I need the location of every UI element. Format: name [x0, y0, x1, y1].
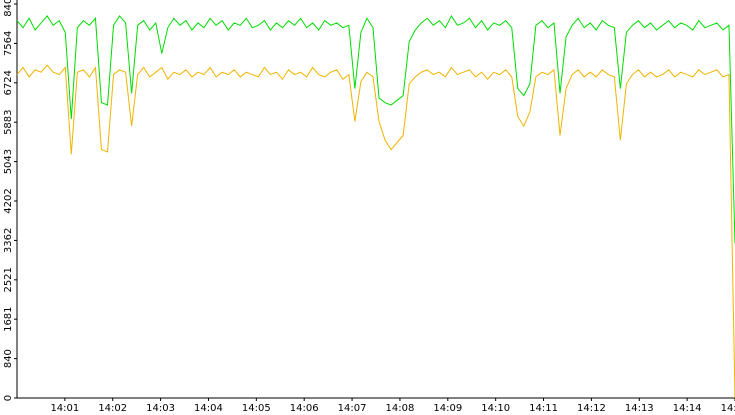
- x-tick-label: 14:10: [481, 403, 510, 414]
- y-tick-label: 7564: [3, 31, 14, 56]
- x-tick-label: 14:04: [194, 403, 223, 414]
- x-tick-label: 14:05: [242, 403, 271, 414]
- x-tick-label: 14:11: [529, 403, 558, 414]
- y-tick-label: 1681: [3, 306, 14, 331]
- x-tick-label: 14:08: [386, 403, 415, 414]
- y-tick-label: 3362: [3, 228, 14, 253]
- x-tick-label: 14:02: [98, 403, 127, 414]
- y-tick-label: 840: [3, 349, 14, 368]
- y-tick-label: 5883: [3, 109, 14, 134]
- x-tick-label: 14:07: [338, 403, 367, 414]
- series-line: [16, 64, 735, 399]
- y-tick-label: 2521: [3, 267, 14, 292]
- x-tick-label: 14:03: [146, 403, 175, 414]
- y-tick-label: 8405: [3, 0, 14, 17]
- x-tick-label: 14:15: [721, 403, 735, 414]
- x-tick-label: 14:12: [577, 403, 606, 414]
- x-tick-label: 14:09: [433, 403, 462, 414]
- y-tick-label: 5043: [3, 149, 14, 174]
- y-tick-label: 6724: [3, 70, 14, 95]
- x-tick-label: 14:13: [625, 403, 654, 414]
- x-tick-label: 14:01: [50, 403, 79, 414]
- x-tick-label: 14:06: [290, 403, 319, 414]
- y-tick-label: 0: [3, 395, 14, 401]
- x-tick-label: 14:14: [673, 403, 702, 414]
- y-tick-label: 4202: [3, 188, 14, 213]
- series-line: [16, 14, 735, 244]
